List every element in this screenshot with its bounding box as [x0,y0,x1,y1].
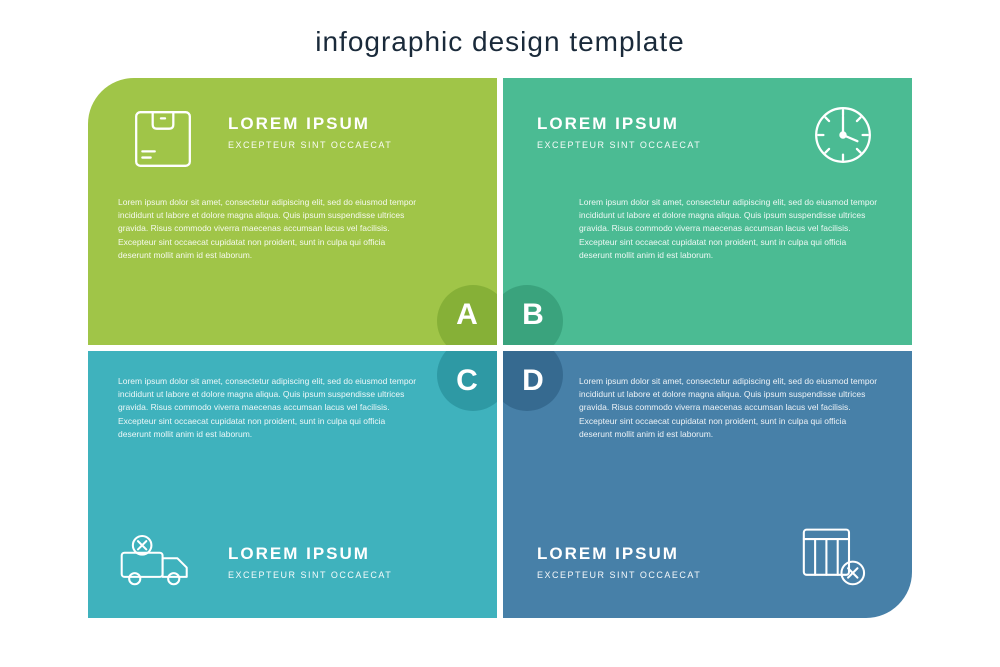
card-c: C Lorem ipsum dolor sit amet, consectetu… [88,351,497,618]
card-b-subheading: EXCEPTEUR SINT OCCAECAT [537,140,701,150]
card-d-letter: D [503,351,563,411]
card-c-heading: LOREM IPSUM [228,544,370,564]
infographic-grid: LOREM IPSUM EXCEPTEUR SINT OCCAECAT Lore… [88,78,912,618]
card-d: D Lorem ipsum dolor sit amet, consectetu… [503,351,912,618]
card-b-letter: B [503,285,563,345]
card-a-body: Lorem ipsum dolor sit amet, consectetur … [118,196,418,262]
letter-b-text: B [522,298,544,332]
page-title: infographic design template [0,26,1000,58]
clock-icon [810,102,876,168]
card-b-body: Lorem ipsum dolor sit amet, consectetur … [579,196,879,262]
letter-c-text: C [456,364,478,398]
card-c-subheading: EXCEPTEUR SINT OCCAECAT [228,570,392,580]
card-b-heading: LOREM IPSUM [537,114,679,134]
card-b: LOREM IPSUM EXCEPTEUR SINT OCCAECAT Lore… [503,78,912,345]
card-d-body: Lorem ipsum dolor sit amet, consectetur … [579,375,879,441]
crate-cancel-icon [798,524,868,588]
card-d-subheading: EXCEPTEUR SINT OCCAECAT [537,570,701,580]
letter-d-text: D [522,364,544,398]
letter-a-text: A [456,298,478,332]
card-a-letter: A [437,285,497,345]
card-c-body: Lorem ipsum dolor sit amet, consectetur … [118,375,418,441]
card-d-heading: LOREM IPSUM [537,544,679,564]
truck-cancel-icon [118,534,196,590]
box-icon [130,106,196,172]
card-a: LOREM IPSUM EXCEPTEUR SINT OCCAECAT Lore… [88,78,497,345]
card-a-subheading: EXCEPTEUR SINT OCCAECAT [228,140,392,150]
card-a-heading: LOREM IPSUM [228,114,370,134]
card-c-letter: C [437,351,497,411]
